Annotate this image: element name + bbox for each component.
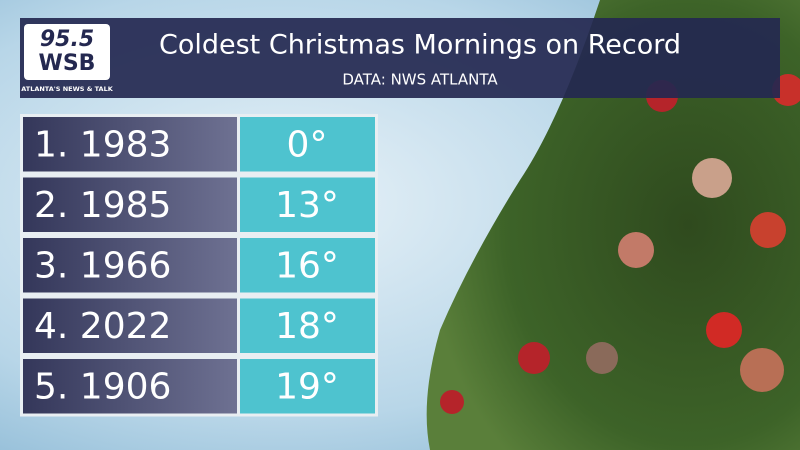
rank-cell xyxy=(23,359,237,414)
title: Coldest Christmas Mornings on Record xyxy=(159,30,681,61)
temp-cell xyxy=(240,238,375,293)
temperature: 0° xyxy=(287,124,328,165)
rank-year: 1. 1983 xyxy=(34,124,171,165)
header-bar xyxy=(20,18,780,98)
temp-cell xyxy=(240,359,375,414)
temperature: 18° xyxy=(275,306,339,347)
rank-year: 5. 1906 xyxy=(34,366,171,407)
logo-box xyxy=(24,24,110,80)
rank-cell xyxy=(23,117,237,172)
rank-cell xyxy=(23,177,237,232)
tree xyxy=(426,0,800,450)
rank-cell xyxy=(23,298,237,353)
subtitle: DATA: NWS ATLANTA xyxy=(342,71,498,89)
temperature: 19° xyxy=(275,366,339,407)
temp-cell xyxy=(240,177,375,232)
rank-year: 4. 2022 xyxy=(34,306,171,347)
temp-cell xyxy=(240,117,375,172)
logo-number: 95.5 xyxy=(40,27,94,52)
logo-tagline: ATLANTA'S NEWS & TALK xyxy=(21,85,113,93)
rank-cell xyxy=(23,238,237,293)
table: 1. 1983 0° 2. 1985 13° 3. 1966 16° 4. 2022 18° 5… xyxy=(20,114,378,417)
ornaments xyxy=(440,74,800,414)
temperature: 13° xyxy=(275,185,339,226)
temp-cell xyxy=(240,298,375,353)
temperature: 16° xyxy=(275,245,339,286)
rank-year: 2. 1985 xyxy=(34,185,171,226)
logo-name: WSB xyxy=(39,51,96,76)
rank-year: 3. 1966 xyxy=(34,245,171,286)
